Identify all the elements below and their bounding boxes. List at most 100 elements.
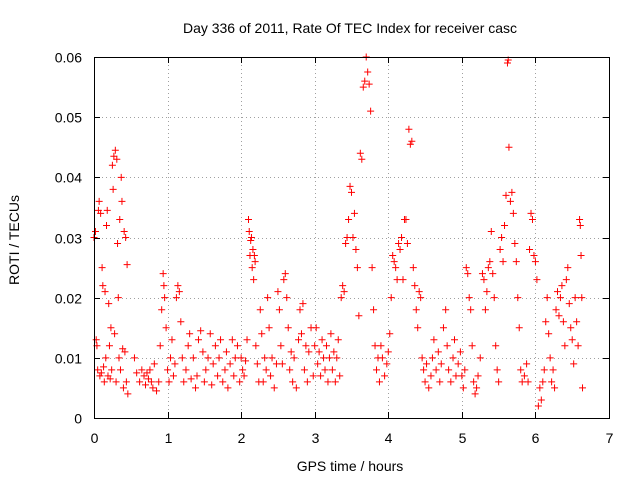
data-point — [573, 318, 581, 326]
data-point — [320, 354, 328, 362]
data-point — [130, 354, 138, 362]
data-point — [178, 354, 186, 362]
data-point — [414, 324, 422, 332]
data-point — [219, 378, 227, 386]
data-point — [490, 294, 498, 302]
data-point — [571, 294, 579, 302]
data-point — [381, 372, 389, 380]
data-point — [331, 378, 339, 386]
data-point — [342, 240, 350, 248]
data-point — [493, 366, 501, 374]
data-point — [193, 372, 201, 380]
data-point — [94, 366, 102, 374]
data-point — [221, 366, 229, 374]
data-point — [539, 378, 547, 386]
data-point — [292, 384, 300, 392]
data-point — [481, 306, 489, 314]
data-point — [508, 188, 516, 196]
data-point — [328, 366, 336, 374]
data-point — [169, 372, 177, 380]
data-point — [574, 342, 582, 350]
data-point — [406, 140, 414, 148]
data-point — [420, 366, 428, 374]
data-point — [249, 246, 257, 254]
data-point — [172, 294, 180, 302]
x-axis-label: GPS time / hours — [297, 458, 404, 474]
data-point — [405, 125, 413, 133]
data-point — [528, 215, 536, 223]
data-point — [540, 366, 548, 374]
data-point — [287, 348, 295, 356]
data-point — [318, 336, 326, 344]
data-point — [259, 378, 267, 386]
data-point — [116, 366, 124, 374]
data-point — [171, 360, 179, 368]
data-point — [345, 215, 353, 223]
data-point — [312, 324, 320, 332]
data-point — [501, 221, 509, 229]
data-point — [99, 282, 107, 290]
data-point — [403, 240, 411, 248]
data-point — [111, 146, 119, 154]
x-tick-label: 2 — [238, 430, 246, 446]
data-point — [161, 294, 169, 302]
data-point — [247, 234, 255, 241]
data-point — [281, 270, 289, 278]
data-point — [112, 378, 120, 386]
data-point — [526, 246, 534, 254]
data-point — [108, 366, 116, 374]
data-point — [317, 372, 325, 380]
data-point — [395, 240, 403, 248]
data-point — [402, 215, 410, 223]
data-point — [214, 372, 222, 380]
data-point — [464, 270, 472, 278]
y-axis-label: ROTI / TECUs — [6, 195, 22, 285]
data-point — [390, 258, 398, 266]
data-point — [107, 324, 115, 332]
data-point — [208, 381, 216, 389]
data-point — [554, 288, 561, 296]
data-point — [499, 258, 507, 266]
data-point — [325, 354, 333, 362]
data-point — [100, 378, 108, 386]
data-point — [118, 197, 126, 205]
data-point — [295, 336, 303, 344]
y-tick-label: 0 — [74, 411, 82, 427]
data-point — [459, 384, 467, 392]
data-point — [443, 342, 451, 350]
data-point — [265, 324, 273, 332]
data-point — [189, 354, 197, 362]
data-point — [530, 252, 538, 260]
data-point — [143, 369, 151, 377]
data-point — [95, 197, 103, 205]
data-point — [461, 366, 469, 374]
data-point — [442, 306, 450, 314]
data-point — [236, 378, 244, 386]
axis-ticks — [94, 57, 610, 419]
data-point — [327, 330, 335, 338]
y-tick-label: 0.01 — [55, 351, 82, 367]
data-point — [91, 227, 99, 235]
data-point — [261, 354, 269, 362]
data-point — [103, 206, 111, 214]
data-point — [375, 378, 383, 386]
data-point — [564, 264, 572, 272]
data-point — [515, 324, 523, 332]
data-point — [486, 258, 494, 266]
data-point — [156, 342, 164, 350]
data-point — [487, 227, 495, 235]
data-point — [468, 342, 476, 350]
data-point — [314, 360, 322, 368]
data-point — [531, 258, 539, 266]
data-point — [186, 330, 194, 338]
data-point — [149, 384, 157, 392]
data-point — [256, 306, 264, 314]
data-point — [296, 306, 304, 314]
y-tick-labels: 0 0.01 0.02 0.03 0.04 0.05 0.06 — [55, 50, 82, 427]
data-point — [268, 354, 276, 362]
data-point — [206, 330, 214, 338]
data-point — [480, 276, 488, 284]
data-point — [478, 270, 486, 278]
data-point — [217, 336, 225, 344]
data-point — [253, 360, 261, 368]
